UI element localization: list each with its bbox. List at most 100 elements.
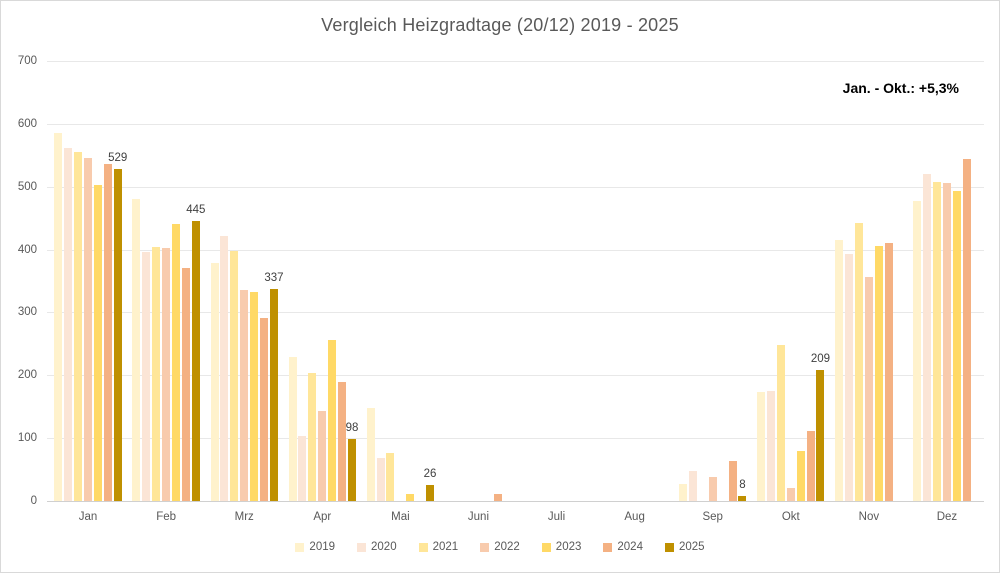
bar-2019-sep [679, 484, 687, 501]
legend-label-2022: 2022 [494, 541, 520, 553]
bar-2024-mrz [260, 318, 268, 501]
data-label-2025-mrz: 337 [264, 272, 284, 285]
bar-2025-feb [191, 221, 200, 501]
bar-2024-feb [181, 268, 190, 501]
x-tick-label-okt: Okt [781, 511, 800, 523]
bar-2022-feb [162, 247, 171, 501]
legend-item-2020: 2020 [357, 541, 397, 553]
bar-2020-feb [142, 252, 151, 501]
gridline-500 [47, 186, 984, 188]
legend-label-2023: 2023 [555, 541, 582, 553]
gridline-700 [47, 61, 984, 62]
bar-2020-mrz [220, 235, 229, 501]
bar-2021-okt [776, 344, 785, 501]
legend-item-2023: 2023 [541, 541, 582, 553]
bar-2020-mai [376, 458, 385, 501]
bar-2023-feb [172, 223, 181, 501]
legend-swatch-2023 [541, 542, 551, 552]
gridline-100 [47, 438, 984, 440]
legend-swatch-2019 [295, 542, 305, 552]
legend-label-2020: 2020 [371, 541, 397, 553]
x-tick-label-dez: Dez [936, 511, 958, 523]
plot-area: 529 445 337 98 26 8 209 [47, 61, 984, 502]
legend-item-2025: 2025 [664, 541, 705, 553]
legend-label-2025: 2025 [678, 541, 705, 553]
data-label-2025-sep: 8 [739, 478, 746, 491]
legend: 2019 2020 2021 2022 2023 2024 2025 [1, 541, 999, 553]
y-tick-label-200: 200 [17, 369, 37, 382]
bar-2020-apr [298, 436, 307, 501]
bar-2022-sep [708, 477, 717, 501]
x-tick-label-aug: Aug [624, 511, 645, 523]
bar-2022-dez [942, 182, 951, 501]
bar-2023-nov [874, 246, 883, 501]
y-tick-label-300: 300 [17, 306, 37, 319]
x-tick-label-mai: Mai [391, 511, 410, 523]
bar-2019-mai [366, 407, 375, 501]
gridline-600 [47, 123, 984, 125]
legend-item-2021: 2021 [418, 541, 459, 553]
data-label-2025-mai: 26 [423, 467, 437, 480]
bar-2024-dez [962, 159, 971, 501]
legend-swatch-2025 [664, 542, 674, 552]
y-tick-label-600: 600 [17, 117, 37, 130]
legend-item-2024: 2024 [603, 541, 643, 553]
bar-2022-apr [318, 410, 327, 501]
bar-2025-mai [426, 484, 435, 501]
bar-2023-okt [796, 450, 805, 501]
bar-2020-okt [766, 391, 775, 501]
bar-2024-okt [806, 430, 815, 501]
legend-item-2022: 2022 [480, 541, 520, 553]
bar-2021-mrz [230, 251, 239, 501]
x-tick-label-juli: Juli [547, 511, 566, 523]
bar-2020-jan [64, 147, 73, 501]
bar-2023-jan [93, 184, 102, 501]
bar-2019-jan [54, 133, 63, 501]
legend-swatch-2022 [480, 542, 490, 552]
bar-2019-nov [835, 240, 844, 501]
bar-2022-okt [786, 487, 795, 501]
bar-2024-nov [884, 243, 893, 501]
bar-2021-nov [854, 223, 863, 501]
bar-2021-apr [308, 373, 317, 501]
data-label-2025-okt: 209 [810, 352, 831, 365]
gridline-300 [47, 312, 984, 314]
bar-2021-mai [386, 452, 395, 501]
bar-2021-dez [933, 181, 942, 501]
x-tick-label-sep: Sep [702, 511, 723, 523]
chart-title: Vergleich Heizgradtage (20/12) 2019 - 20… [321, 15, 679, 35]
y-tick-label-700: 700 [17, 55, 37, 67]
bar-2020-sep [688, 470, 697, 501]
x-tick-label-nov: Nov [858, 511, 880, 523]
bar-2019-mrz [210, 262, 219, 501]
bar-2025-mrz [269, 289, 278, 501]
bar-2020-nov [845, 253, 854, 501]
x-tick-label-juni: Juni [467, 511, 490, 523]
gridline-400 [47, 249, 984, 251]
legend-label-2024: 2024 [617, 541, 643, 553]
legend-swatch-2024 [603, 542, 613, 552]
bar-2023-mrz [250, 292, 259, 501]
data-label-2025-jan: 529 [108, 151, 128, 164]
bar-2024-jan [103, 164, 112, 501]
bar-2022-jan [84, 158, 93, 501]
data-label-2025-feb: 445 [186, 204, 206, 217]
bar-2024-apr [338, 382, 347, 501]
bar-2021-jan [74, 152, 83, 501]
bar-2023-mai [406, 494, 415, 501]
bar-2024-sep [728, 460, 737, 501]
bar-2019-apr [288, 357, 297, 501]
legend-label-2021: 2021 [432, 541, 459, 553]
bar-2022-nov [864, 277, 873, 501]
bar-2020-dez [923, 174, 932, 501]
bar-2023-dez [952, 191, 961, 501]
jan-okt-annotation: Jan. - Okt.: +5,3% [842, 80, 959, 96]
y-tick-label-400: 400 [17, 243, 37, 256]
bar-2025-sep [738, 495, 747, 501]
legend-item-2019: 2019 [295, 541, 335, 553]
data-label-2025-apr: 98 [345, 422, 359, 435]
x-tick-label-feb: Feb [156, 511, 177, 523]
x-tick-label-jan: Jan [78, 511, 98, 523]
gridline-200 [47, 375, 984, 377]
